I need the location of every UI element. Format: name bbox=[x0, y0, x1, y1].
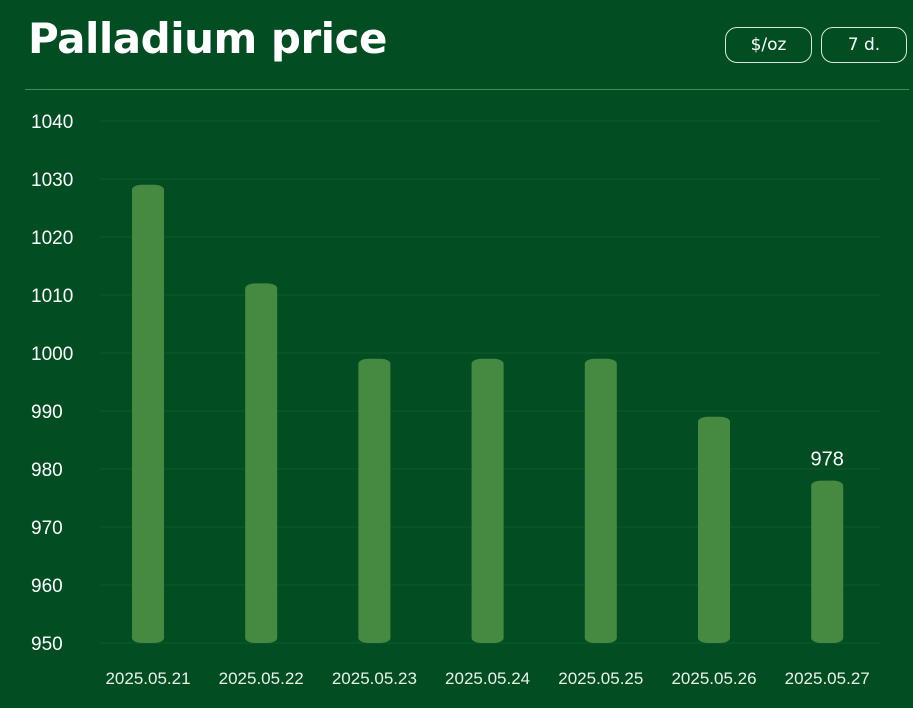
y-tick-label: 1020 bbox=[31, 228, 73, 249]
bar[interactable] bbox=[132, 184, 164, 644]
y-tick-label: 970 bbox=[31, 518, 63, 539]
x-tick-label: 2025.05.23 bbox=[332, 669, 417, 688]
y-tick-label: 1000 bbox=[31, 344, 73, 365]
y-tick-label: 1040 bbox=[31, 112, 73, 133]
unit-button[interactable]: $/oz bbox=[725, 27, 812, 63]
y-tick-label: 990 bbox=[31, 402, 63, 423]
y-tick-label: 980 bbox=[31, 460, 63, 481]
page-title: Palladium price bbox=[28, 14, 387, 63]
bar[interactable] bbox=[471, 358, 504, 643]
y-tick-label: 960 bbox=[31, 576, 63, 597]
x-tick-label: 2025.05.21 bbox=[105, 669, 190, 688]
bar[interactable] bbox=[358, 358, 391, 643]
x-tick-label: 2025.05.27 bbox=[785, 669, 870, 688]
x-tick-label: 2025.05.24 bbox=[445, 669, 530, 688]
header-divider bbox=[25, 89, 909, 90]
y-tick-label: 1010 bbox=[31, 286, 73, 307]
bar[interactable] bbox=[245, 283, 278, 643]
x-tick-label: 2025.05.25 bbox=[558, 669, 643, 688]
x-tick-label: 2025.05.22 bbox=[219, 669, 304, 688]
data-label: 978 bbox=[811, 449, 844, 471]
y-tick-label: 950 bbox=[31, 634, 63, 655]
x-tick-label: 2025.05.26 bbox=[671, 669, 756, 688]
y-tick-label: 1030 bbox=[31, 170, 73, 191]
bar[interactable] bbox=[698, 416, 730, 643]
bar[interactable] bbox=[811, 480, 844, 643]
time-range-button[interactable]: 7 d. bbox=[821, 27, 907, 63]
bar[interactable] bbox=[584, 358, 617, 643]
